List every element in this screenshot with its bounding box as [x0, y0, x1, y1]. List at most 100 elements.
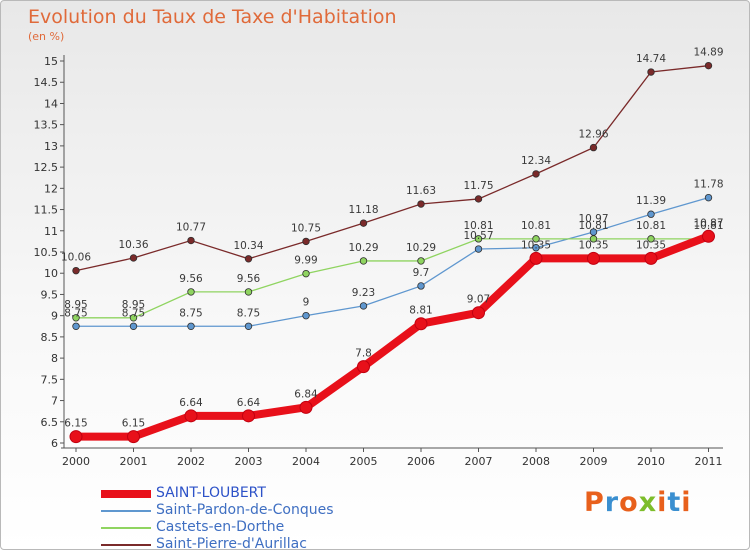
legend-swatch	[101, 526, 151, 529]
logo-letter: t	[667, 487, 682, 518]
series-line-4	[75, 65, 709, 272]
legend-swatch	[101, 489, 151, 498]
legend-label: Castets-en-Dorthe	[156, 519, 285, 535]
data-label: 10.77	[176, 222, 206, 234]
series-point-1	[414, 317, 428, 331]
data-label: 14.74	[636, 53, 666, 65]
series-point-1	[242, 409, 255, 423]
series-line-2	[76, 197, 709, 327]
legend-label: Saint-Pardon-de-Conques	[156, 502, 334, 518]
y-tick-label: 13	[44, 140, 58, 153]
legend-label: Saint-Pierre-d'Aurillac	[156, 536, 307, 550]
chart-axes: 6 6.5 7 7.5 8 8.5 9 9.5 10 10.5 11 11.5 12 12.5 13 13.5…	[34, 55, 723, 468]
y-tick-label: 12	[44, 182, 58, 195]
y-tick-label: 6.5	[41, 416, 59, 429]
series-lines	[72, 65, 713, 441]
series-point-3	[589, 235, 598, 243]
series-point-2	[532, 244, 540, 252]
series-point-4	[589, 143, 598, 152]
data-label: 12.96	[578, 129, 608, 141]
x-tick-label: 2005	[350, 455, 378, 468]
series-point-4	[72, 266, 80, 275]
y-tick-label: 6	[51, 437, 58, 450]
data-label: 8.81	[409, 305, 432, 317]
series-point-2	[359, 302, 368, 310]
logo-letter: i	[681, 487, 692, 518]
x-tick-label: 2004	[292, 455, 320, 468]
data-label: 6.15	[122, 418, 145, 430]
y-tick-label: 8	[51, 352, 58, 365]
series-point-2	[474, 245, 483, 253]
series-point-4	[704, 61, 713, 70]
series-point-1	[127, 430, 140, 444]
data-label: 10.81	[636, 220, 666, 232]
x-tick-label: 2006	[407, 455, 435, 468]
series-point-1	[587, 251, 600, 265]
data-label: 11.39	[636, 195, 666, 207]
legend-swatch	[101, 543, 151, 546]
series-point-3	[187, 288, 195, 296]
data-label: 10.97	[578, 213, 608, 225]
data-label: 8.75	[237, 307, 260, 319]
series-point-2	[187, 322, 195, 330]
series-point-4	[244, 255, 253, 263]
data-label: 10.35	[578, 239, 608, 251]
series-point-3	[647, 235, 655, 243]
series-point-1	[184, 409, 198, 423]
y-tick-label: 8.5	[41, 331, 59, 344]
data-label: 10.35	[636, 239, 666, 251]
series-point-4	[474, 195, 483, 203]
data-label: 7.8	[355, 348, 372, 360]
y-tick-label: 11.5	[34, 204, 59, 217]
series-points	[69, 61, 715, 444]
data-labels: 10.06 10.36 10.77 10.34 10.75 11.18 11.63 11.75…	[61, 47, 724, 430]
series-line-1	[72, 232, 713, 441]
y-tick-label: 9	[51, 310, 58, 323]
data-label: 10.34	[233, 240, 263, 252]
data-label: 9.56	[179, 273, 203, 285]
series-point-1	[299, 400, 313, 414]
series-point-1	[357, 360, 370, 374]
logo-letter: P	[584, 487, 605, 518]
series-point-3	[532, 235, 540, 243]
logo-letter: x	[638, 487, 658, 518]
series-point-2	[244, 322, 253, 330]
data-label: 9.23	[352, 287, 375, 299]
y-tick-label: 14.5	[34, 76, 59, 89]
x-tick-label: 2001	[120, 455, 148, 468]
series-point-4	[417, 200, 425, 208]
data-label: 10.81	[693, 220, 723, 232]
series-point-2	[704, 193, 713, 202]
data-label: 11.18	[348, 204, 378, 216]
data-label: 9.99	[294, 255, 317, 267]
x-tick-label: 2007	[465, 455, 493, 468]
series-point-4	[129, 254, 138, 262]
series-point-3	[359, 257, 368, 265]
data-label: 6.64	[237, 397, 261, 409]
data-label: 14.89	[693, 47, 723, 59]
y-tick-label: 7.5	[41, 373, 59, 386]
data-label: 10.35	[521, 239, 551, 251]
y-tick-label: 9.5	[41, 288, 59, 301]
data-label: 10.29	[348, 242, 378, 254]
series-point-3	[129, 314, 138, 322]
logo-letter: i	[657, 487, 668, 518]
series-point-2	[72, 322, 80, 330]
y-tick-label: 13.5	[34, 119, 59, 132]
unit-label: (en %)	[28, 30, 65, 43]
series-point-2	[129, 322, 138, 330]
data-label: 11.75	[463, 180, 493, 192]
data-label: 8.75	[64, 307, 87, 319]
series-point-3	[474, 235, 483, 243]
y-tick-label: 15	[44, 55, 58, 68]
legend-label: SAINT-LOUBERT	[156, 485, 266, 501]
data-label: 11.63	[406, 185, 436, 197]
series-point-3	[244, 288, 253, 296]
logo-letter: o	[619, 487, 639, 518]
data-label: 9.07	[467, 294, 490, 306]
series-point-2	[417, 282, 425, 290]
data-label: 10.57	[463, 230, 493, 242]
data-label: 9	[303, 297, 310, 309]
x-tick-label: 2010	[637, 455, 665, 468]
